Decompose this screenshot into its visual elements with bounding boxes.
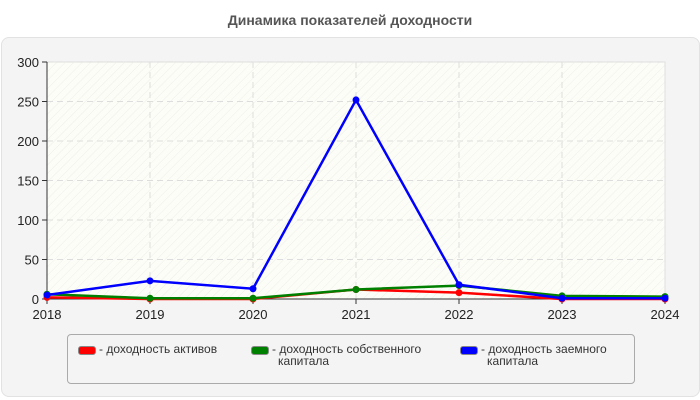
y-tick-label: 100 — [17, 213, 39, 228]
legend: - доходность активов - доходность собств… — [67, 334, 635, 384]
legend-swatch-blue — [460, 346, 478, 355]
data-point[interactable] — [146, 294, 154, 302]
y-tick-label: 50 — [25, 253, 39, 268]
data-point[interactable] — [455, 289, 463, 297]
plot-area: 0 50 100 150 200 250 300 2018 2019 2020 2021 2022 20… — [17, 55, 679, 322]
legend-item-debt: - доходность заемного капитала — [460, 343, 607, 367]
data-point[interactable] — [249, 285, 257, 293]
legend-label: - доходность активов — [99, 342, 218, 356]
x-tick-label: 2021 — [342, 307, 371, 322]
legend-label-cont: капитала — [278, 354, 330, 368]
x-tick-label: 2019 — [136, 307, 165, 322]
legend-label: - доходность заемного — [481, 342, 607, 356]
legend-swatch-red — [78, 346, 96, 355]
x-tick-label: 2024 — [651, 307, 680, 322]
y-tick-label: 150 — [17, 174, 39, 189]
legend-item-equity: - доходность собственного капитала — [251, 343, 421, 367]
x-tick-label: 2018 — [33, 307, 62, 322]
chart-title: Динамика показателей доходности — [227, 12, 473, 28]
data-point[interactable] — [352, 286, 360, 294]
data-point[interactable] — [558, 294, 566, 302]
legend-label: - доходность собственного — [272, 342, 422, 356]
x-tick-label: 2023 — [548, 307, 577, 322]
y-tick-label: 200 — [17, 134, 39, 149]
x-tick-label: 2022 — [445, 307, 474, 322]
data-point[interactable] — [352, 96, 360, 104]
legend-swatch-green — [251, 346, 269, 355]
data-point[interactable] — [455, 281, 463, 289]
y-tick-label: 0 — [32, 292, 39, 307]
legend-item-assets: - доходность активов — [78, 343, 217, 355]
y-tick-label: 250 — [17, 95, 39, 110]
legend-label-cont: капитала — [487, 354, 539, 368]
data-point[interactable] — [146, 277, 154, 285]
data-point[interactable] — [661, 294, 669, 302]
data-point[interactable] — [43, 291, 51, 299]
data-point[interactable] — [249, 294, 257, 302]
x-tick-label: 2020 — [239, 307, 268, 322]
y-tick-label: 300 — [17, 55, 39, 70]
